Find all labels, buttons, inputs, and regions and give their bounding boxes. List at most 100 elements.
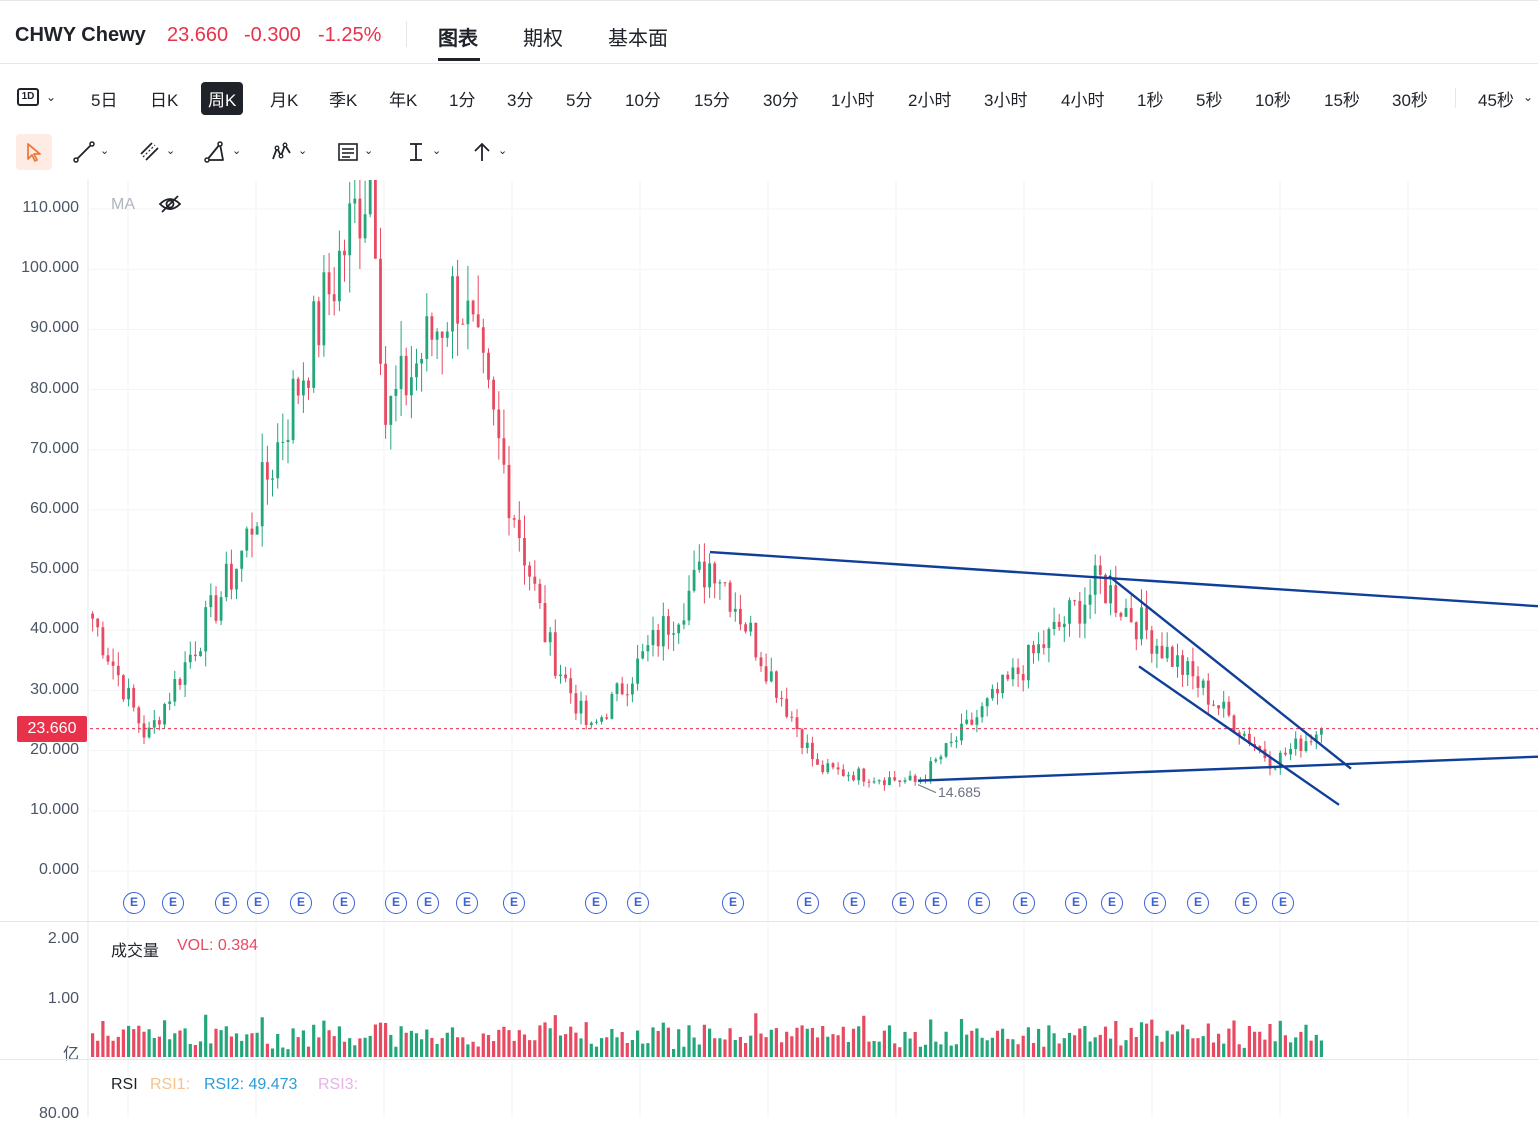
pattern-icon <box>272 142 291 160</box>
period-15[interactable]: 4小时 <box>1061 91 1105 110</box>
period-17[interactable]: 5秒 <box>1196 91 1223 110</box>
period-13[interactable]: 2小时 <box>908 91 952 110</box>
period-1[interactable]: 日K <box>150 91 179 110</box>
arrow-tool[interactable]: ⌄ <box>464 134 516 170</box>
period-3[interactable]: 月K <box>270 91 299 110</box>
earnings-event-icon[interactable]: E <box>1144 892 1166 914</box>
price-y-tick: 80.000 <box>30 379 79 397</box>
text-tool[interactable]: ⌄ <box>330 134 382 170</box>
period-18[interactable]: 10秒 <box>1255 91 1291 110</box>
price-y-tick: 30.000 <box>30 680 79 698</box>
earnings-event-icon[interactable]: E <box>722 892 744 914</box>
earnings-event-icon[interactable]: E <box>627 892 649 914</box>
earnings-event-icon[interactable]: E <box>215 892 237 914</box>
period-2[interactable]: 周K <box>201 82 244 115</box>
triangle-icon <box>204 141 224 163</box>
trend-line-tool[interactable]: ⌄ <box>66 134 118 170</box>
period-14[interactable]: 3小时 <box>984 91 1028 110</box>
chevron-down-icon[interactable]: ⌄ <box>498 145 508 157</box>
earnings-event-icon[interactable]: E <box>417 892 439 914</box>
trend-line-icon <box>73 141 95 163</box>
chevron-down-icon[interactable]: ⌄ <box>298 145 308 157</box>
earnings-event-icon[interactable]: E <box>385 892 407 914</box>
period-selector-icon[interactable]: 1D <box>17 88 39 106</box>
earnings-event-icon[interactable]: E <box>968 892 990 914</box>
rsi3-value: RSI3: <box>318 1076 359 1093</box>
earnings-event-icon[interactable]: E <box>892 892 914 914</box>
rsi1-value: RSI1: <box>150 1076 191 1093</box>
earnings-event-icon[interactable]: E <box>797 892 819 914</box>
rsi-y-tick: 80.00 <box>38 1105 79 1122</box>
earnings-event-icon[interactable]: E <box>585 892 607 914</box>
period-bar: 1D ⌄ 5日 日K 周K 月K 季K 年K 1分 3分 5分 10分 15分 30分 1小时 2小时 3小… <box>0 78 1538 118</box>
arrow-tool-icon <box>474 142 490 161</box>
period-6[interactable]: 1分 <box>449 91 476 110</box>
period-8[interactable]: 5分 <box>566 91 593 110</box>
earnings-event-icon[interactable]: E <box>1272 892 1294 914</box>
earnings-event-icon[interactable]: E <box>925 892 947 914</box>
period-4[interactable]: 季K <box>329 91 358 110</box>
earnings-event-icon[interactable]: E <box>1101 892 1123 914</box>
text-tool-icon <box>338 143 358 161</box>
earnings-event-icon[interactable]: E <box>1013 892 1035 914</box>
ma-legend[interactable]: MA <box>111 196 135 213</box>
chevron-down-icon[interactable]: ⌄ <box>46 90 57 104</box>
eye-hidden-icon[interactable] <box>158 194 182 214</box>
price-change: -0.300 <box>244 24 301 46</box>
trendline-3[interactable] <box>1138 665 1340 806</box>
period-16[interactable]: 1秒 <box>1137 91 1164 110</box>
price-y-tick: 90.000 <box>30 319 79 337</box>
period-7[interactable]: 3分 <box>507 91 534 110</box>
chevron-down-icon[interactable]: ⌄ <box>232 145 242 157</box>
earnings-event-icon[interactable]: E <box>333 892 355 914</box>
period-20[interactable]: 30秒 <box>1392 91 1428 110</box>
chart-area[interactable]: MA 110.000 100.000 90.000 80.000 70.000 60.00… <box>0 180 1538 1122</box>
chevron-down-icon[interactable]: ⌄ <box>432 145 442 157</box>
current-price-tag: 23.660 <box>17 716 87 742</box>
earnings-event-icon[interactable]: E <box>1235 892 1257 914</box>
period-0[interactable]: 5日 <box>91 91 118 110</box>
period-5[interactable]: 年K <box>389 91 418 110</box>
chevron-down-icon[interactable]: ⌄ <box>364 145 374 157</box>
candle-wicks-up <box>128 180 1322 786</box>
trendline-1[interactable] <box>917 755 1538 782</box>
earnings-event-icon[interactable]: E <box>1187 892 1209 914</box>
price-y-tick: 100.000 <box>21 259 79 277</box>
period-19[interactable]: 15秒 <box>1324 91 1360 110</box>
chevron-down-icon[interactable]: ⌄ <box>1523 90 1534 104</box>
tab-fundamentals[interactable]: 基本面 <box>608 28 668 50</box>
earnings-event-icon[interactable]: E <box>247 892 269 914</box>
period-10[interactable]: 15分 <box>694 91 730 110</box>
chevron-down-icon[interactable]: ⌄ <box>100 145 110 157</box>
volume-y-tick: 2.00 <box>47 930 79 947</box>
volume-unit: 亿 <box>62 1046 79 1063</box>
earnings-event-icon[interactable]: E <box>162 892 184 914</box>
tab-options[interactable]: 期权 <box>523 28 563 50</box>
chevron-down-icon[interactable]: ⌄ <box>166 145 176 157</box>
period-divider <box>1455 88 1456 108</box>
measure-tool[interactable]: ⌄ <box>398 134 450 170</box>
price-chart-svg[interactable] <box>0 180 1538 1117</box>
earnings-event-icon[interactable]: E <box>456 892 478 914</box>
earnings-event-icon[interactable]: E <box>843 892 865 914</box>
earnings-event-icon[interactable]: E <box>123 892 145 914</box>
parallel-channel-tool[interactable]: ⌄ <box>132 134 184 170</box>
volume-value: VOL: 0.384 <box>177 937 258 954</box>
drawing-toolbar: ⌄ ⌄ ⌄ ⌄ ⌄ ⌄ ⌄ <box>0 134 1538 172</box>
earnings-event-icon[interactable]: E <box>290 892 312 914</box>
period-11[interactable]: 30分 <box>763 91 799 110</box>
period-9[interactable]: 10分 <box>625 91 661 110</box>
trendline-2[interactable] <box>1108 575 1352 770</box>
price-y-tick: 0.000 <box>38 861 79 879</box>
tab-chart[interactable]: 图表 <box>438 28 478 50</box>
period-12[interactable]: 1小时 <box>831 91 875 110</box>
quote-header: CHWY Chewy 23.660 -0.300 -1.25% 图表 期权 基本… <box>0 0 1538 64</box>
pattern-tool[interactable]: ⌄ <box>264 134 316 170</box>
volume-bars-up <box>127 1014 1323 1057</box>
period-21[interactable]: 45秒 <box>1478 91 1514 110</box>
cursor-tool[interactable] <box>16 134 52 170</box>
trendline-0[interactable] <box>709 550 1538 608</box>
earnings-event-icon[interactable]: E <box>1065 892 1087 914</box>
triangle-tool[interactable]: ⌄ <box>198 134 250 170</box>
earnings-event-icon[interactable]: E <box>503 892 525 914</box>
